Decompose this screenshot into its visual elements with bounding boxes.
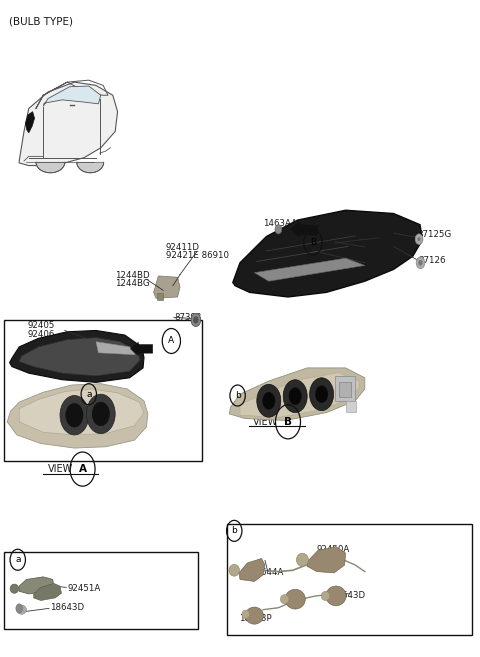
Text: 1244BD: 1244BD [115,271,150,280]
Polygon shape [229,368,365,420]
Bar [157,293,163,300]
Text: B: B [284,417,292,427]
Text: b: b [231,526,237,535]
Ellipse shape [321,591,330,600]
Text: 92402B: 92402B [336,242,370,251]
Polygon shape [254,258,365,281]
Bar [227,524,472,635]
Circle shape [66,403,83,427]
Polygon shape [19,389,144,435]
Text: 87393: 87393 [174,313,202,322]
Polygon shape [96,342,135,355]
Bar [335,376,355,401]
Circle shape [415,234,423,244]
Circle shape [275,225,282,234]
Text: 92451A: 92451A [67,583,100,593]
Polygon shape [19,338,140,376]
Text: A: A [168,336,174,346]
Ellipse shape [229,564,240,576]
Circle shape [419,260,422,265]
Polygon shape [240,373,359,417]
Circle shape [193,317,198,323]
Polygon shape [10,330,144,382]
Polygon shape [34,583,61,600]
Bar [4,552,198,629]
Circle shape [418,237,420,241]
Polygon shape [25,112,35,133]
Text: a: a [15,555,21,564]
FancyArrow shape [291,222,318,237]
Text: a: a [86,390,92,399]
Ellipse shape [280,595,289,604]
Ellipse shape [17,605,26,614]
Text: b: b [235,391,240,400]
Text: VIEW: VIEW [48,464,73,474]
Ellipse shape [10,584,19,593]
Text: 92401B: 92401B [336,234,370,243]
Text: 87126: 87126 [419,256,446,265]
Ellipse shape [326,586,346,606]
Text: 18643D: 18643D [331,591,365,600]
FancyArrow shape [131,342,153,355]
Circle shape [191,313,201,327]
Text: 18643P: 18643P [239,614,271,623]
Circle shape [60,396,89,435]
Circle shape [92,402,109,426]
Circle shape [283,380,307,413]
Text: 92421E 86910: 92421E 86910 [166,251,228,260]
Bar [346,401,356,412]
Polygon shape [19,577,54,594]
Text: 92406: 92406 [28,330,55,339]
Circle shape [257,384,281,417]
Text: 18644A: 18644A [250,568,283,578]
Circle shape [416,257,425,269]
Polygon shape [19,82,118,166]
Circle shape [263,392,275,409]
Polygon shape [7,384,148,448]
Text: (BULB TYPE): (BULB TYPE) [9,16,72,26]
Text: 92411D: 92411D [166,243,200,252]
Polygon shape [77,162,104,173]
Text: 1244BG: 1244BG [115,279,150,288]
Text: VIEW: VIEW [253,417,278,427]
Ellipse shape [285,589,305,609]
Polygon shape [43,86,101,106]
Polygon shape [239,558,265,581]
Circle shape [289,388,301,405]
Polygon shape [233,210,422,297]
Bar [4,320,202,461]
Ellipse shape [242,610,250,619]
Circle shape [315,386,328,403]
Bar [339,382,351,397]
Ellipse shape [245,607,264,624]
Text: A: A [79,464,86,474]
Text: 92450A: 92450A [317,545,350,555]
Ellipse shape [296,553,308,566]
Circle shape [16,604,23,613]
Polygon shape [154,276,180,298]
Circle shape [310,378,334,411]
Text: 1463AA: 1463AA [263,219,297,228]
Polygon shape [307,547,346,573]
Text: 92405: 92405 [28,321,55,330]
Circle shape [86,394,115,434]
Text: B: B [310,238,316,247]
Polygon shape [36,162,65,173]
Text: 87125G: 87125G [418,230,452,239]
Text: 18643D: 18643D [50,603,84,612]
